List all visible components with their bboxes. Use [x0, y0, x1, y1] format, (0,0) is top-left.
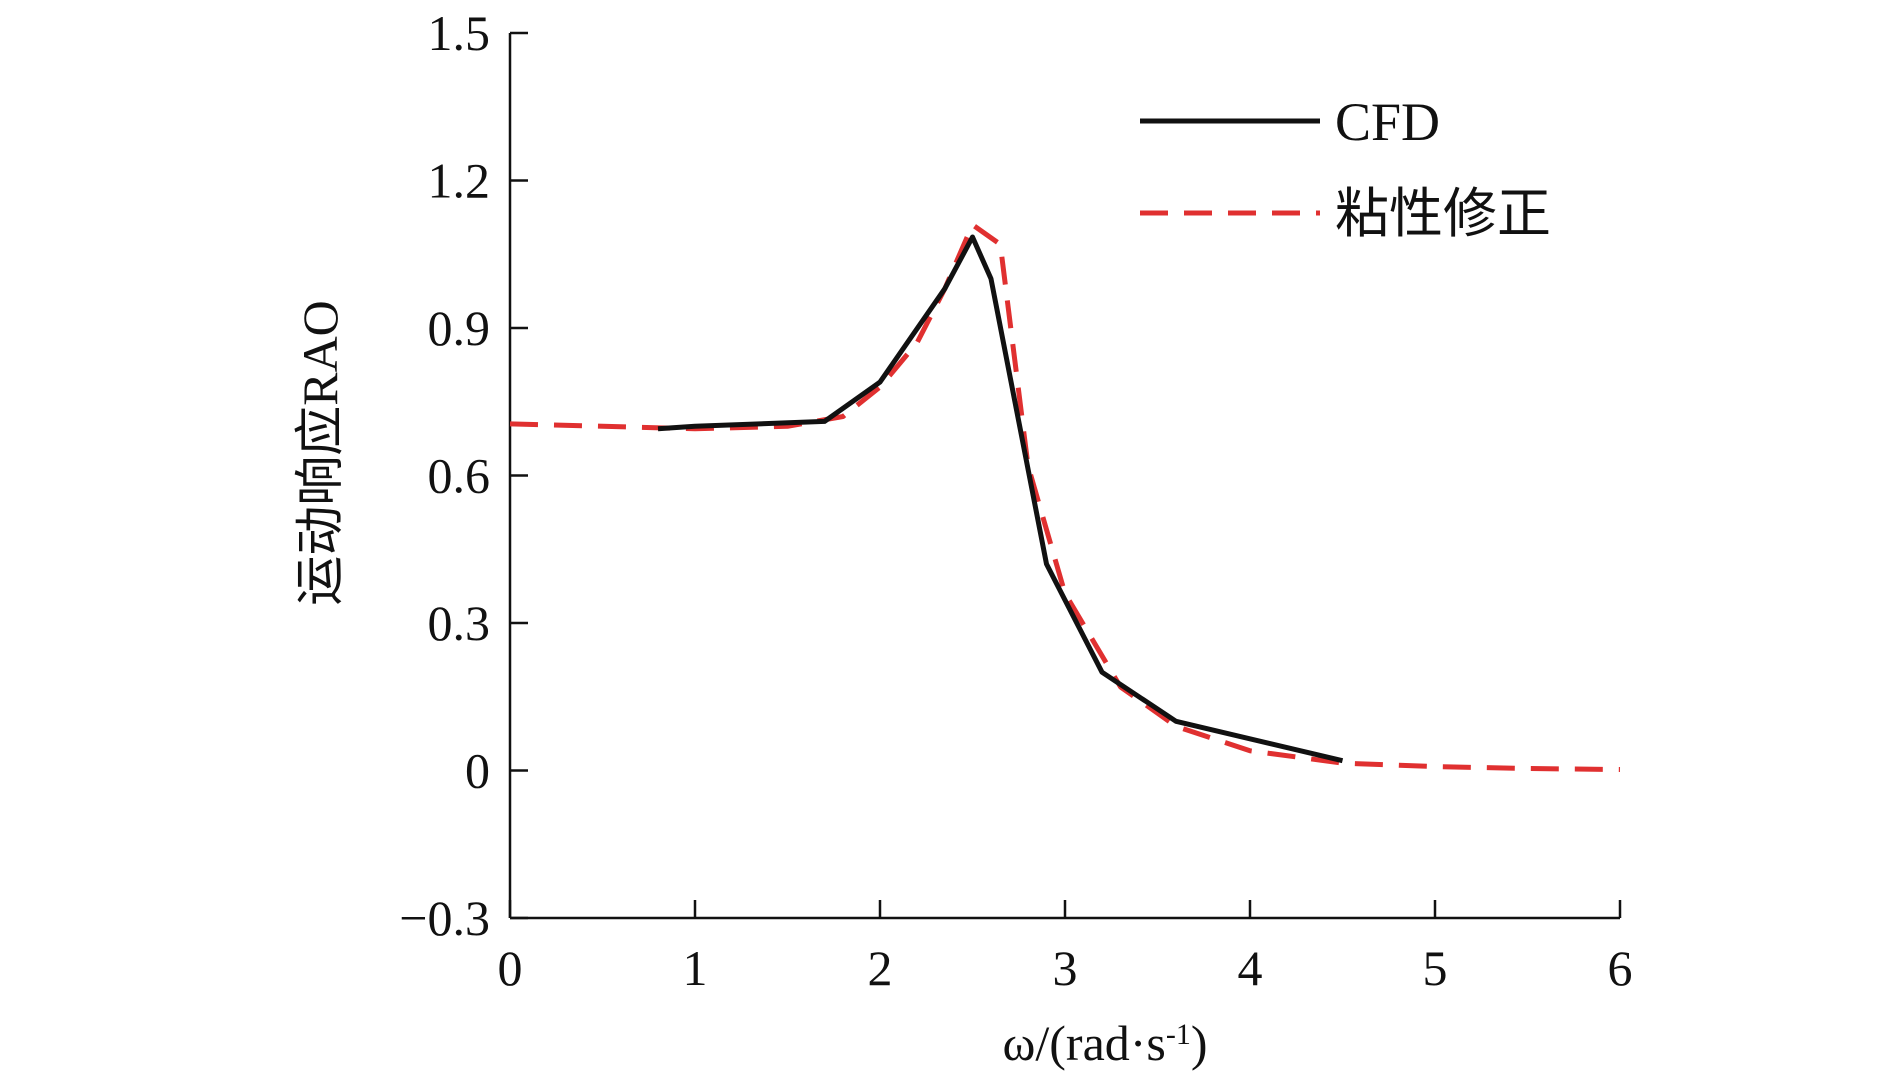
- x-tick-label: 4: [1238, 940, 1263, 996]
- x-axis-title: ω/(rad·s-1): [1002, 1015, 1207, 1071]
- x-axis-title-superscript: -1: [1166, 1018, 1191, 1051]
- x-axis-title-main: ω/(rad·s: [1002, 1015, 1165, 1071]
- x-tick-label: 0: [498, 940, 523, 996]
- legend-label-0: CFD: [1335, 92, 1440, 152]
- y-tick-label: 0.9: [428, 300, 491, 356]
- y-axis-title: 运动响应RAO: [292, 300, 348, 606]
- x-axis-title-close: ): [1191, 1015, 1208, 1071]
- series-line-1: [509, 222, 1621, 772]
- x-tick-label: 5: [1423, 940, 1448, 996]
- x-tick-label: 3: [1053, 940, 1078, 996]
- plot-series: [509, 222, 1621, 772]
- y-tick-label: 1.5: [428, 5, 491, 61]
- legend-label-1: 粘性修正: [1335, 184, 1551, 244]
- y-tick-label: 0.3: [428, 595, 491, 651]
- y-tick-label: 0.6: [428, 448, 491, 504]
- y-tick-label: 0: [465, 743, 490, 799]
- legend: CFD 粘性修正: [1140, 92, 1551, 244]
- series-line-0: [657, 234, 1344, 764]
- y-tick-label: 1.2: [428, 153, 491, 209]
- axis-ticks: −0.300.30.60.91.21.50 1 2 3 4 5 6: [399, 5, 1632, 996]
- x-tick-label: 2: [868, 940, 893, 996]
- axes: [508, 33, 1620, 920]
- x-tick-label: 6: [1608, 940, 1633, 996]
- y-tick-label: −0.3: [399, 890, 490, 946]
- x-tick-label: 1: [683, 940, 708, 996]
